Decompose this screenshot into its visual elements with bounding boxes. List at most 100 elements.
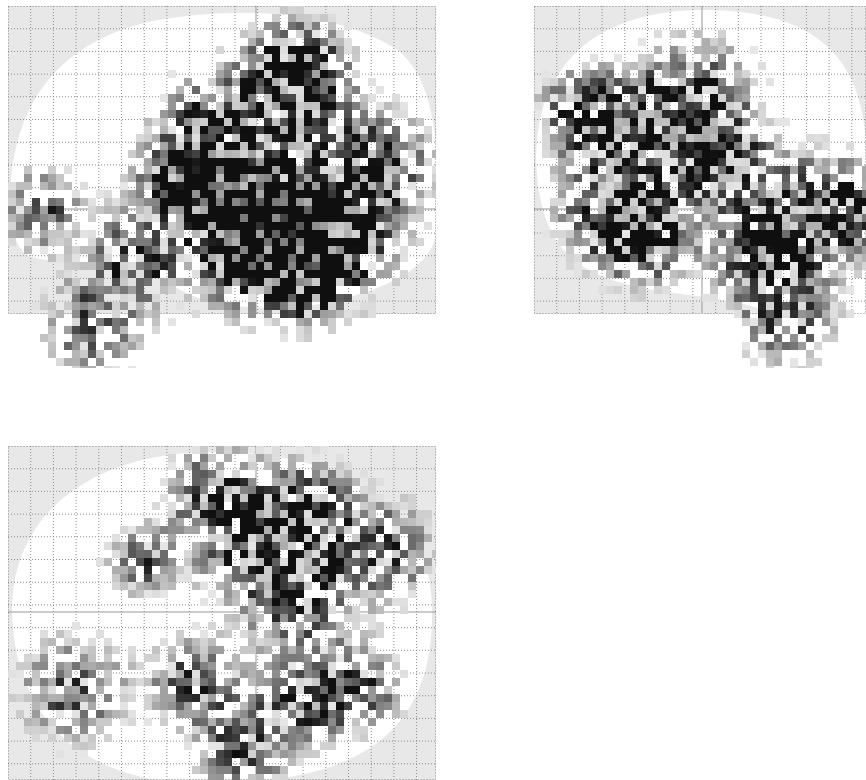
voxel: [360, 566, 368, 574]
voxel: [328, 718, 336, 726]
voxel: [312, 470, 320, 478]
voxel: [176, 222, 184, 230]
voxel: [782, 342, 790, 350]
voxel: [352, 542, 360, 550]
voxel: [176, 230, 184, 238]
voxel: [304, 286, 312, 294]
voxel: [288, 726, 296, 734]
voxel: [200, 158, 208, 166]
voxel: [112, 710, 120, 718]
voxel: [256, 766, 264, 774]
voxel: [128, 286, 136, 294]
voxel: [64, 166, 72, 174]
voxel: [344, 646, 352, 654]
voxel: [622, 134, 630, 142]
voxel: [272, 446, 280, 454]
voxel: [96, 238, 104, 246]
voxel: [224, 558, 232, 566]
voxel: [336, 198, 344, 206]
voxel: [582, 70, 590, 78]
voxel: [710, 198, 718, 206]
voxel: [678, 222, 686, 230]
voxel: [694, 134, 702, 142]
voxel: [614, 286, 622, 294]
voxel: [272, 286, 280, 294]
voxel: [862, 214, 866, 222]
voxel: [550, 150, 558, 158]
voxel: [160, 710, 168, 718]
voxel: [104, 646, 112, 654]
voxel: [344, 510, 352, 518]
voxel: [614, 126, 622, 134]
voxel: [232, 614, 240, 622]
voxel: [320, 134, 328, 142]
voxel: [200, 166, 208, 174]
voxel: [128, 574, 136, 582]
voxel: [598, 142, 606, 150]
voxel: [120, 542, 128, 550]
voxel: [208, 142, 216, 150]
voxel: [240, 662, 248, 670]
voxel: [328, 278, 336, 286]
voxel: [686, 94, 694, 102]
voxel: [424, 510, 432, 518]
voxel: [64, 286, 72, 294]
voxel: [280, 486, 288, 494]
voxel: [176, 702, 184, 710]
voxel: [168, 558, 176, 566]
voxel: [384, 150, 392, 158]
voxel: [360, 494, 368, 502]
voxel: [598, 118, 606, 126]
voxel: [694, 150, 702, 158]
voxel: [136, 222, 144, 230]
voxel: [336, 278, 344, 286]
voxel: [40, 726, 48, 734]
voxel: [392, 142, 400, 150]
voxel: [136, 678, 144, 686]
voxel: [88, 198, 96, 206]
voxel: [56, 270, 64, 278]
voxel: [112, 350, 120, 358]
voxel: [216, 62, 224, 70]
voxel: [622, 126, 630, 134]
voxel: [136, 662, 144, 670]
voxel: [360, 238, 368, 246]
voxel: [272, 46, 280, 54]
voxel: [352, 46, 360, 54]
voxel: [368, 134, 376, 142]
voxel: [264, 534, 272, 542]
voxel: [678, 158, 686, 166]
voxel: [216, 102, 224, 110]
voxel: [168, 102, 176, 110]
voxel: [838, 310, 846, 318]
voxel: [814, 310, 822, 318]
voxel: [144, 694, 152, 702]
voxel: [272, 606, 280, 614]
voxel: [710, 166, 718, 174]
voxel: [686, 190, 694, 198]
voxel: [56, 214, 64, 222]
voxel: [312, 254, 320, 262]
voxel: [296, 142, 304, 150]
voxel: [296, 646, 304, 654]
voxel: [224, 158, 232, 166]
voxel: [742, 214, 750, 222]
voxel: [622, 150, 630, 158]
voxel: [256, 774, 264, 780]
voxel: [280, 150, 288, 158]
voxel: [192, 486, 200, 494]
voxel: [392, 174, 400, 182]
voxel: [320, 46, 328, 54]
voxel: [224, 478, 232, 486]
voxel: [136, 302, 144, 310]
voxel: [296, 86, 304, 94]
voxel: [574, 222, 582, 230]
voxel: [176, 214, 184, 222]
voxel: [216, 190, 224, 198]
voxel: [822, 278, 830, 286]
voxel: [200, 134, 208, 142]
voxel: [272, 182, 280, 190]
voxel: [638, 198, 646, 206]
voxel: [734, 70, 742, 78]
voxel: [168, 566, 176, 574]
